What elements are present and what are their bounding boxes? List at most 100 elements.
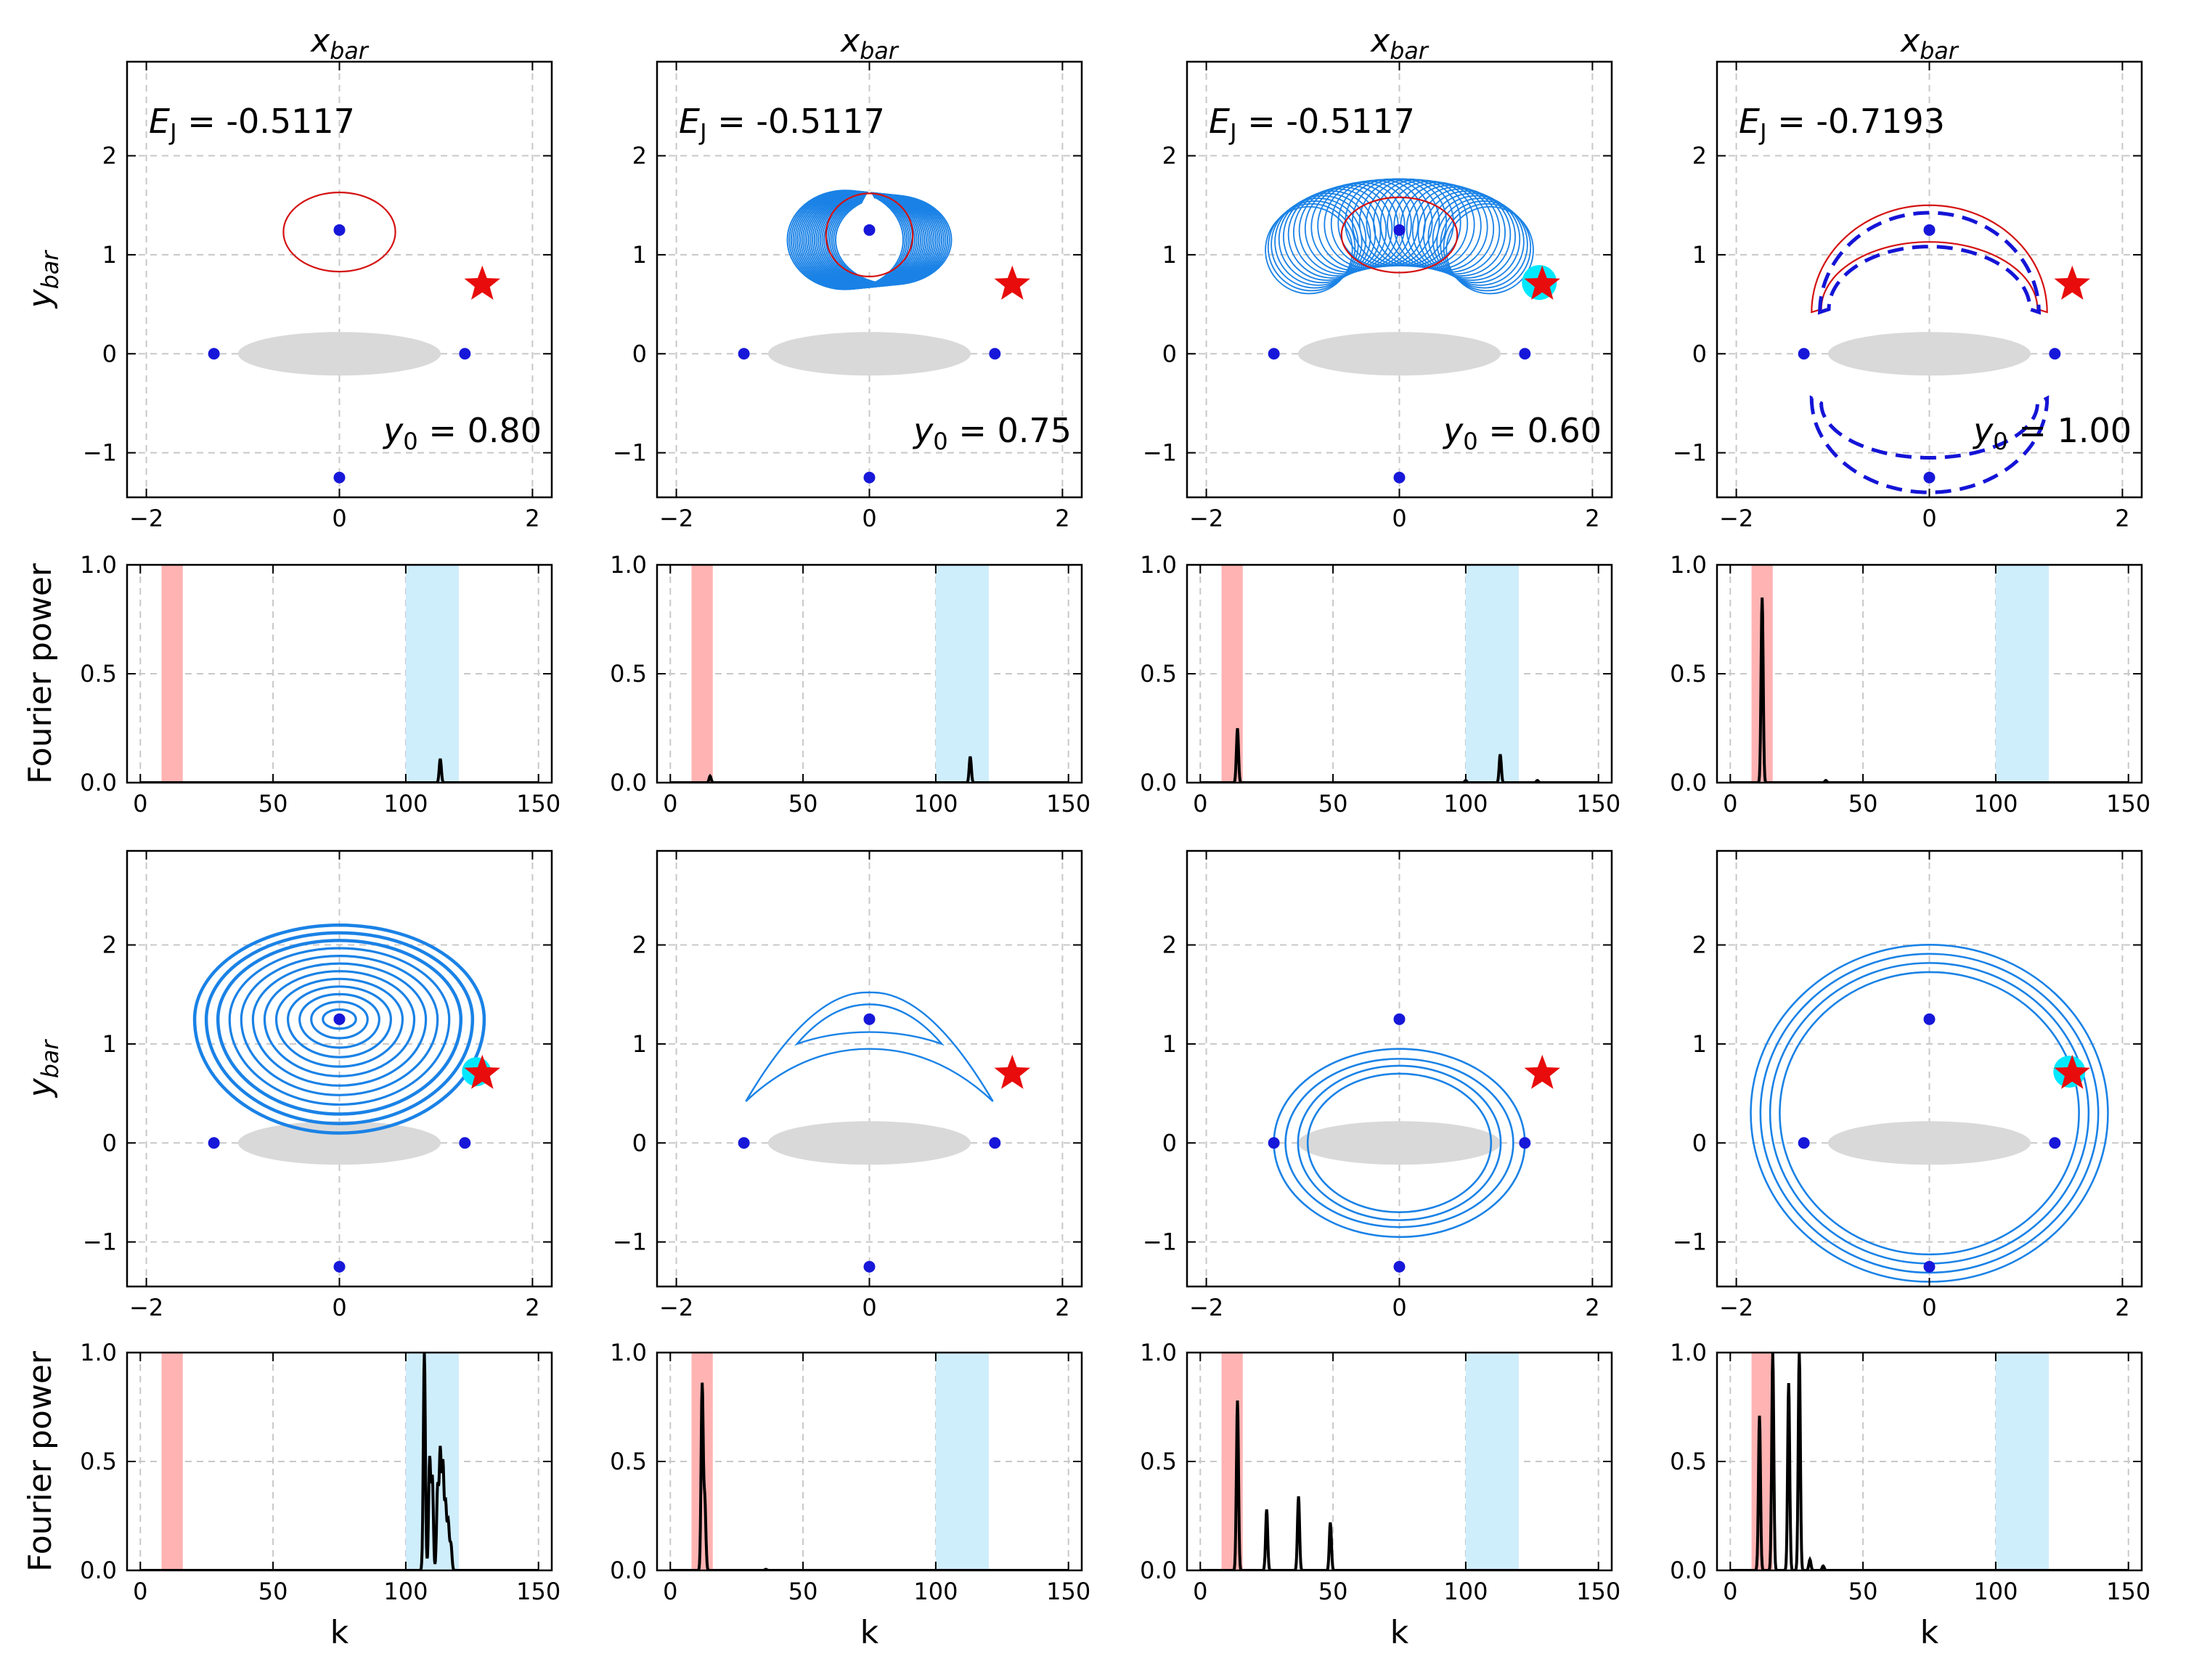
x-tick-label: 0	[862, 505, 876, 532]
x-tick-label: 0	[1392, 505, 1406, 532]
y-tick-label: 0.0	[1140, 1557, 1177, 1584]
bar-ellipse	[767, 332, 971, 376]
x-tick-label: 0	[1922, 1294, 1936, 1321]
x-tick-label: −2	[1719, 505, 1753, 532]
x-tick-label: 0	[1193, 1578, 1207, 1605]
x-axis-label: k	[1920, 1614, 1939, 1651]
blue-band	[1995, 1353, 2050, 1570]
x-tick-label: −2	[1719, 1294, 1753, 1321]
x-tick-label: −2	[129, 1294, 163, 1321]
axes-frame	[126, 563, 553, 784]
y-tick-label: −1	[1143, 1228, 1177, 1256]
x-tick-label: 50	[258, 790, 288, 817]
y-tick-label: 0.5	[610, 660, 647, 688]
y-tick-label: 0	[102, 340, 117, 367]
orbit-row2-col3: −2 0 2 −1 0 1 2	[1143, 849, 1613, 1321]
axes-frame	[126, 1351, 553, 1572]
x-tick-label: 50	[258, 1578, 288, 1605]
lagrange-point	[1519, 348, 1531, 360]
orbit-loop	[1267, 203, 1356, 292]
x-tick-label: 0	[1723, 1578, 1737, 1605]
orbit-loop	[322, 1008, 357, 1030]
red-band	[161, 1353, 183, 1570]
x-tick-label: 100	[383, 790, 428, 817]
orbit-loop	[1278, 195, 1367, 284]
orbit-loop	[1779, 971, 2080, 1256]
bar-ellipse	[1297, 1121, 1501, 1165]
axes-frame	[1716, 1351, 2143, 1572]
orbit-loop	[745, 991, 994, 1102]
x-tick-label: 100	[913, 1578, 958, 1605]
red-star-marker	[994, 265, 1030, 300]
y-tick-label: 0.5	[610, 1448, 647, 1475]
x-tick-label: 150	[1046, 790, 1090, 817]
x-tick-label: 0	[862, 1294, 876, 1321]
y-tick-label: 0	[1162, 1129, 1177, 1157]
plot-area	[1717, 565, 2142, 783]
y-tick-label: 2	[1162, 142, 1177, 170]
y-tick-label: −1	[83, 1228, 117, 1256]
y-tick-label: 0	[1692, 340, 1707, 367]
lagrange-point	[1393, 1260, 1406, 1273]
lagrange-point	[1923, 224, 1936, 236]
y-tick-label: 0	[1162, 340, 1177, 367]
x-tick-label: 2	[525, 1294, 539, 1321]
y0-annotation: y0 = 0.75	[912, 411, 1072, 455]
plot-area	[1187, 62, 1612, 497]
lagrange-point	[863, 1013, 876, 1025]
y-tick-label: 2	[1162, 931, 1177, 959]
y-tick-label: 1	[102, 241, 117, 269]
x-tick-label: 0	[1922, 505, 1936, 532]
orbit-row1-col4: −2 0 2 −1 0 1 2 xbar EJ = -0.7193 y0 = 1.00	[1673, 23, 2143, 532]
x-tick-label: 150	[2106, 790, 2150, 817]
x-tick-label: 50	[1318, 790, 1348, 817]
energy-annotation: EJ = -0.5117	[679, 102, 885, 146]
orbit-loop	[1297, 1064, 1502, 1221]
x-tick-label: 100	[913, 790, 958, 817]
y0-annotation: y0 = 0.60	[1442, 411, 1602, 455]
y-tick-label: 1.0	[80, 551, 117, 579]
y-tick-label: 0	[1692, 1129, 1707, 1157]
fourier-row2-col1: 0 50 100 150 0.0 0.5 1.0 Fourier power k	[22, 1339, 560, 1651]
plot-area	[127, 851, 552, 1286]
orbit-loop	[834, 195, 953, 285]
panel-title: xbar	[1369, 23, 1430, 65]
y-tick-label: −1	[1143, 439, 1177, 467]
y-tick-label: 1.0	[1140, 551, 1177, 579]
y-tick-label: 1.0	[610, 1339, 647, 1366]
fourier-row2-col4: 0 50 100 150 0.0 0.5 1.0 k	[1670, 1339, 2150, 1651]
axes-frame	[656, 1351, 1083, 1572]
lagrange-point	[863, 471, 876, 484]
y-tick-label: 0.5	[1670, 660, 1707, 688]
orbit-loop	[1292, 188, 1382, 277]
axes-frame	[656, 60, 1083, 499]
x-tick-label: 150	[516, 1578, 560, 1605]
lagrange-point	[2049, 348, 2061, 360]
initial-orbit	[1340, 196, 1459, 274]
plot-area	[1717, 1353, 2142, 1570]
lagrange-point	[333, 1013, 346, 1025]
plot-area	[657, 1353, 1082, 1570]
bar-ellipse	[237, 1121, 441, 1165]
y0-annotation: y0 = 1.00	[1972, 411, 2132, 455]
x-tick-label: 0	[663, 1578, 677, 1605]
y-tick-label: 1.0	[80, 1339, 117, 1366]
y-axis-label: Fourier power	[22, 1350, 59, 1572]
lagrange-point	[333, 1260, 346, 1273]
blue-band	[935, 565, 990, 783]
axes-frame	[1186, 1351, 1613, 1572]
blue-band	[405, 565, 460, 783]
orbit-loop	[1432, 195, 1521, 284]
x-tick-label: 0	[332, 1294, 346, 1321]
red-star-marker	[2054, 1054, 2090, 1089]
x-tick-label: 0	[1193, 790, 1207, 817]
orbit-loop	[1306, 1072, 1493, 1214]
red-star-marker	[464, 1054, 500, 1089]
lagrange-point	[2049, 1137, 2061, 1149]
orbit-row2-col2: −2 0 2 −1 0 1 2	[613, 849, 1083, 1321]
orbit-loop	[274, 977, 404, 1068]
lagrange-point	[863, 1260, 876, 1273]
energy-annotation: EJ = -0.5117	[1209, 102, 1415, 146]
fourier-spectrum	[1730, 1353, 2129, 1570]
x-tick-label: 2	[1585, 505, 1599, 532]
